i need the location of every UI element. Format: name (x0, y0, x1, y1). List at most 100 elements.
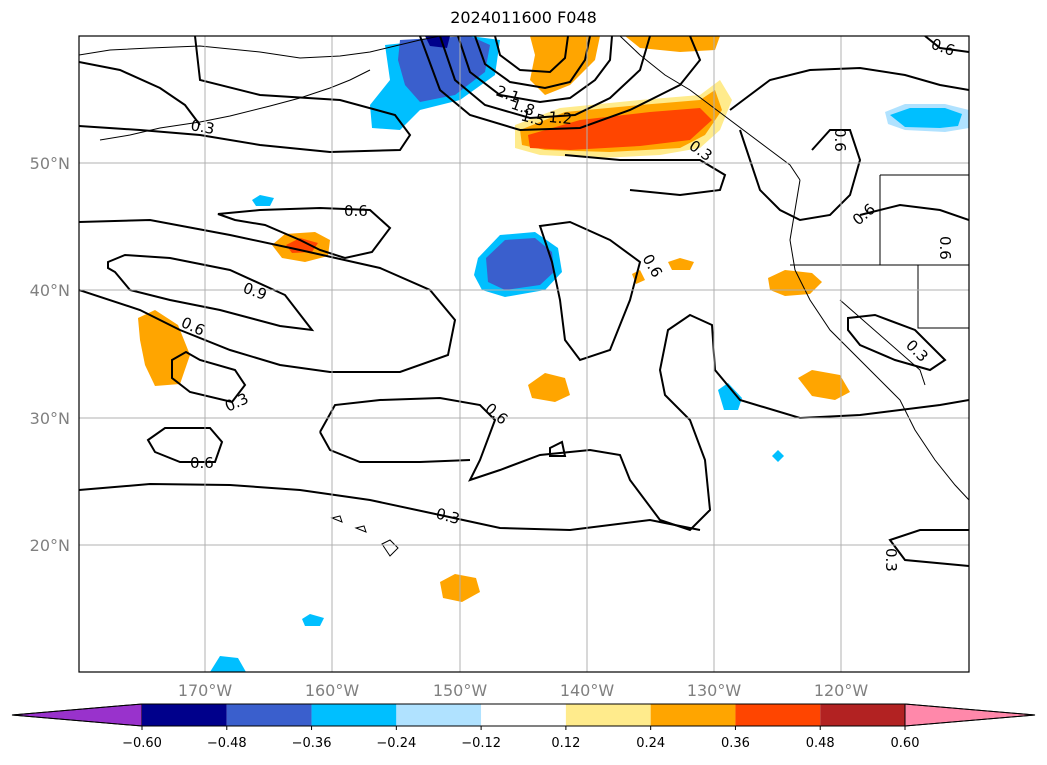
colorbar: −0.60 −0.48 −0.36 −0.24 −0.12 0.12 0.24 0.36 0.4… (11, 703, 1036, 751)
contour-0.3-south (79, 482, 701, 532)
blue-area-small-2 (718, 383, 742, 410)
colorbar-segment (226, 704, 312, 726)
lon-label-130w: 130°W (687, 681, 742, 700)
hawaii-2 (354, 525, 367, 533)
contour-label-se: 0.3 (882, 548, 900, 572)
contour-label-south: 0.6 (481, 399, 511, 428)
contour-0.3-east-1 (729, 66, 969, 111)
dark-blue-area-central (486, 238, 554, 290)
orange-area-east-2 (798, 370, 850, 400)
colorbar-segment (481, 704, 566, 726)
contour-label-east-3: 0.6 (936, 236, 954, 260)
lon-labels: 170°W 160°W 150°W 140°W 130°W 120°W (178, 681, 869, 700)
colorbar-tick-label: −0.12 (461, 736, 501, 751)
contour-label-south-2: 0.3 (434, 504, 462, 528)
contour-0.6-south (319, 313, 969, 532)
lon-label-120w: 120°W (814, 681, 869, 700)
coast-alaska (79, 36, 441, 59)
contour-0.3-north (79, 36, 412, 154)
contour-label-east: 0.6 (831, 128, 849, 152)
colorbar-segment (565, 704, 651, 726)
colorbar-tick-label: 0.12 (551, 736, 580, 751)
orange-area-east-1 (768, 270, 822, 296)
coast-bc (619, 36, 801, 181)
colorbar-segment (650, 704, 736, 726)
contour-lines (79, 36, 969, 567)
contour-0.3-west-north (79, 61, 201, 126)
colorbar-segment (142, 704, 227, 726)
map-title: 2024011600 F048 (450, 8, 597, 27)
contour-label-lobe: 0.6 (344, 202, 368, 220)
blue-area-tiny (772, 450, 784, 462)
dark-blue-area-north (398, 36, 490, 102)
lon-label-170w: 170°W (178, 681, 233, 700)
shaded-anomalies (138, 36, 969, 672)
gridlines (79, 36, 969, 672)
contour-label-high-3: 1.5 (519, 106, 547, 130)
blue-area-small-1 (252, 195, 274, 206)
colorbar-tick-label: −0.24 (376, 736, 416, 751)
contour-high-1 (419, 36, 702, 132)
contour-0.3-loop (171, 350, 247, 404)
contour-0.3-ca (847, 313, 947, 372)
contour-0.3-southeast (888, 529, 969, 567)
coast-aleutians (99, 69, 371, 141)
contour-high-5 (494, 36, 569, 74)
contour-high-3 (457, 36, 613, 104)
coast-west-us (789, 179, 969, 501)
contour-label-east-2: 0.6 (849, 200, 879, 229)
orange-area-east-3 (668, 258, 694, 270)
contour-0.6-lobe (217, 206, 392, 260)
orange-area-central-2 (528, 373, 570, 402)
contour-0.6-central (538, 220, 642, 362)
contour-0.6-south-inner (319, 431, 471, 463)
colorbar-tick-label: 0.48 (806, 736, 835, 751)
contour-0.6-ne (924, 36, 969, 53)
colorbar-tick-label: −0.36 (292, 736, 332, 751)
orange-area-gulf (530, 36, 600, 95)
contour-0.3-northeast (564, 154, 727, 197)
coastlines (79, 36, 969, 557)
red-band-core (528, 108, 712, 150)
contour-label-sw: 0.6 (190, 454, 214, 472)
contour-label-group: 0.3 2.1 1.8 1.5 1.2 0.3 0.6 0.9 0.6 0.3 … (178, 35, 957, 572)
lat-label-40: 40°N (30, 281, 70, 300)
lon-label-160w: 160°W (305, 681, 360, 700)
lon-label-150w: 150°W (433, 681, 488, 700)
contour-0.6-west (79, 218, 457, 373)
lat-label-50: 50°N (30, 154, 70, 173)
contour-0.6-east (739, 129, 862, 222)
colorbar-extend-low (11, 703, 143, 727)
plot-frame (78, 35, 970, 673)
contour-0.6-swsmall (146, 427, 224, 463)
colorbar-tick-label: −0.60 (122, 736, 162, 751)
contour-high-4 (474, 36, 591, 90)
contour-label-ca: 0.3 (902, 336, 932, 366)
hawaii-1 (381, 539, 399, 557)
border-states-4 (839, 299, 926, 386)
lat-label-20: 20°N (30, 536, 70, 555)
colorbar-tick-label: 0.24 (636, 736, 665, 751)
border-states-3 (917, 265, 969, 329)
blue-area-east-core (890, 108, 962, 128)
contour-0.9 (107, 253, 315, 332)
contour-label-high-4: 1.2 (548, 108, 573, 128)
contour-label-loop: 0.3 (222, 389, 251, 415)
blue-area-small-4 (210, 656, 246, 672)
colorbar-segment (396, 704, 482, 726)
lat-labels: 50°N 40°N 30°N 20°N (30, 154, 70, 555)
colorbar-segment (820, 704, 905, 726)
colorbar-tick-label: 0.36 (721, 736, 750, 751)
contour-label-ne-2: 0.6 (929, 35, 958, 60)
hawaii-3 (330, 515, 343, 523)
lon-label-140w: 140°W (560, 681, 615, 700)
lat-label-30: 30°N (30, 409, 70, 428)
colorbar-tick-label: −0.48 (207, 736, 247, 751)
contour-0.3-sw-small (549, 440, 567, 457)
colorbar-segment (735, 704, 821, 726)
contour-label-west: 0.6 (178, 313, 207, 339)
colorbar-extend-high (904, 703, 1036, 727)
contour-label-09: 0.9 (241, 279, 270, 304)
colorbar-tick-label: 0.60 (891, 736, 920, 751)
